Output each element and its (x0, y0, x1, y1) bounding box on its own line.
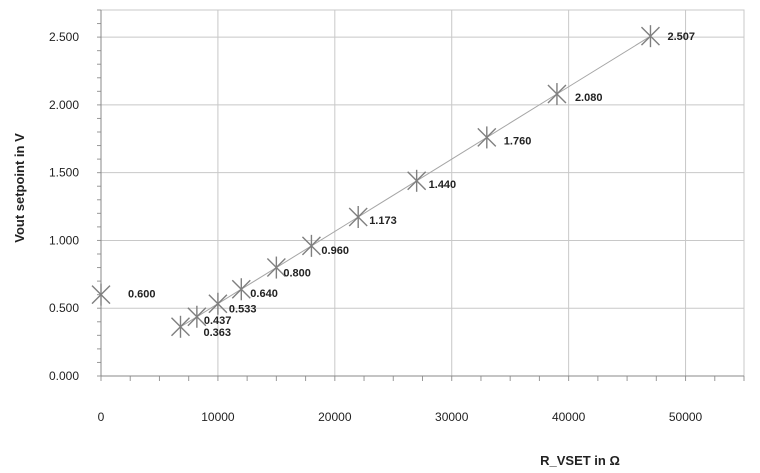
x-tick-label: 50000 (669, 410, 703, 424)
data-label: 0.640 (250, 288, 278, 300)
data-label: 2.080 (575, 92, 603, 104)
data-point-marker (349, 206, 367, 228)
y-tick-label: 0.500 (49, 301, 79, 315)
y-tick-label: 1.000 (49, 233, 79, 247)
data-point-marker (641, 25, 659, 47)
y-tick-label: 2.500 (49, 30, 79, 44)
data-label: 0.363 (203, 327, 231, 339)
data-label: 2.507 (667, 31, 695, 43)
data-label: 1.173 (369, 215, 397, 227)
x-tick-label: 0 (98, 410, 105, 424)
data-point-marker (92, 284, 110, 306)
x-tick-label: 40000 (552, 410, 586, 424)
data-point-marker (171, 316, 189, 338)
data-label: 0.437 (204, 315, 232, 327)
x-tick-label: 10000 (201, 410, 235, 424)
y-axis-title: Vout setpoint in V (12, 133, 27, 243)
data-label: 0.800 (283, 268, 311, 280)
data-label: 0.600 (128, 289, 156, 301)
data-label: 1.760 (504, 135, 532, 147)
y-tick-label: 0.000 (49, 369, 79, 383)
data-point-marker (548, 83, 566, 105)
data-label: 0.960 (321, 245, 349, 257)
x-axis-title: R_VSET in Ω (540, 453, 620, 468)
data-point-marker (478, 126, 496, 148)
x-tick-label: 20000 (318, 410, 352, 424)
x-tick-labels: 0 10000 20000 30000 40000 50000 (98, 410, 703, 424)
data-label: 0.533 (229, 304, 257, 316)
data-label: 1.440 (429, 179, 457, 191)
x-tick-label: 30000 (435, 410, 469, 424)
data-point-marker (209, 293, 227, 315)
y-tick-labels: 0.000 0.500 1.000 1.500 2.000 2.500 (49, 30, 79, 383)
data-point-marker (302, 235, 320, 257)
data-markers (92, 25, 659, 338)
y-tick-label: 1.500 (49, 166, 79, 180)
y-tick-label: 2.000 (49, 98, 79, 112)
minor-tick-marks (97, 10, 744, 381)
data-point-marker (232, 278, 250, 300)
